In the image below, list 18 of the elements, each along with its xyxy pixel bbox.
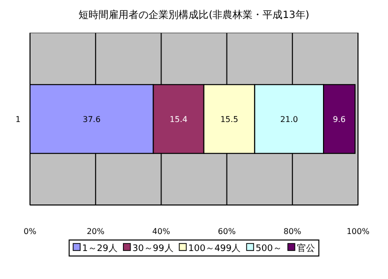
x-tick-label: 60% <box>218 227 236 236</box>
data-label: 21.0 <box>280 115 298 124</box>
x-tick-label: 80% <box>284 227 302 236</box>
chart-title: 短時間雇用者の企業別構成比(非農林業・平成13年) <box>78 9 310 21</box>
x-tick-label: 0% <box>24 227 37 236</box>
legend-label: 30～99人 <box>132 243 174 254</box>
legend-label: 500～ <box>256 244 282 254</box>
x-tick-label: 100% <box>346 227 370 236</box>
legend-label: 100～499人 <box>188 243 241 254</box>
y-tick-label: 1 <box>15 115 21 124</box>
data-label: 15.5 <box>220 115 238 124</box>
data-label: 15.4 <box>170 115 188 124</box>
data-label: 37.6 <box>82 115 101 124</box>
x-tick-label: 40% <box>152 227 170 236</box>
x-tick-label: 20% <box>86 227 105 236</box>
data-label: 9.6 <box>332 115 346 124</box>
legend-label: 1～29人 <box>82 243 118 254</box>
legend-label: 官公 <box>296 243 315 254</box>
